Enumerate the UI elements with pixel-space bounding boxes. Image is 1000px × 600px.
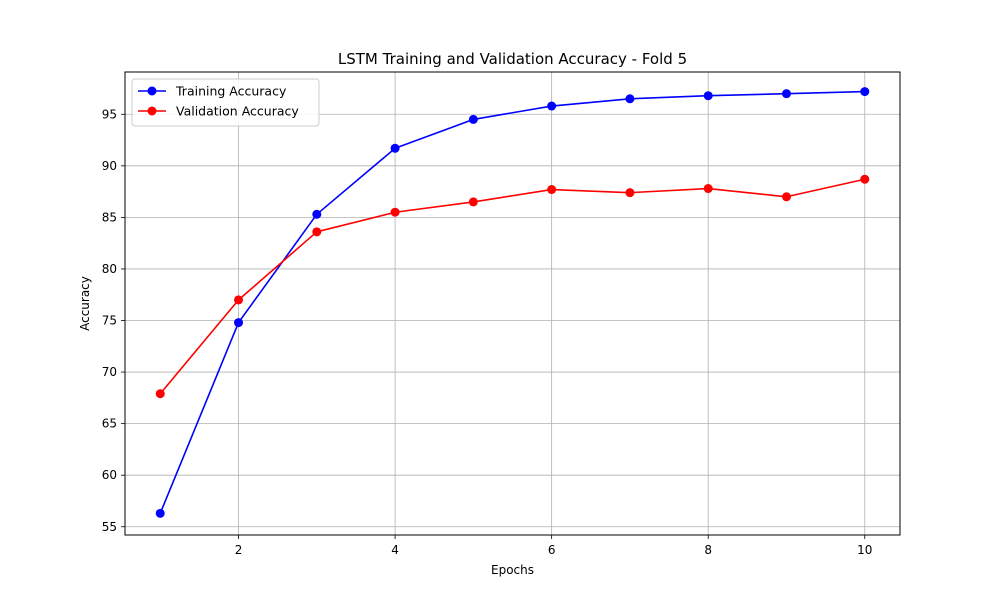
data-point-validation-accuracy — [781, 192, 791, 202]
data-point-validation-accuracy — [625, 188, 635, 198]
series-layer — [155, 87, 870, 518]
x-tick-label: 10 — [857, 543, 872, 557]
data-point-validation-accuracy — [860, 174, 870, 184]
y-axis-label: Accuracy — [78, 276, 92, 331]
y-tick-label: 85 — [102, 210, 117, 224]
data-point-training-accuracy — [155, 508, 165, 518]
data-point-validation-accuracy — [234, 295, 244, 305]
x-axis-label: Epochs — [491, 563, 534, 577]
data-point-training-accuracy — [547, 101, 557, 111]
data-point-training-accuracy — [234, 318, 244, 328]
legend: Training Accuracy Validation Accuracy — [131, 78, 320, 127]
y-tick-label: 55 — [102, 520, 117, 534]
y-tick-label: 90 — [102, 159, 117, 173]
data-point-training-accuracy — [860, 87, 870, 97]
ticks-layer: 2 4 6 8 10 55 60 65 70 75 80 85 90 95 — [102, 107, 873, 557]
grid-layer — [125, 72, 900, 535]
x-tick-label: 6 — [548, 543, 556, 557]
y-tick-label: 75 — [102, 314, 117, 328]
data-point-training-accuracy — [703, 91, 713, 101]
data-point-validation-accuracy — [390, 207, 400, 217]
y-tick-label: 65 — [102, 417, 117, 431]
data-point-validation-accuracy — [155, 389, 165, 399]
chart-title: LSTM Training and Validation Accuracy - … — [338, 50, 687, 68]
series-line-training-accuracy — [159, 90, 865, 514]
data-point-training-accuracy — [390, 143, 400, 153]
legend-label-training: Training Accuracy — [175, 84, 287, 99]
data-point-validation-accuracy — [547, 185, 557, 195]
data-point-training-accuracy — [468, 114, 478, 124]
x-tick-label: 2 — [235, 543, 243, 557]
data-point-training-accuracy — [312, 209, 322, 219]
y-tick-label: 95 — [102, 107, 117, 121]
legend-marker-validation — [147, 106, 157, 116]
y-tick-label: 80 — [102, 262, 117, 276]
y-tick-label: 60 — [102, 468, 117, 482]
data-point-validation-accuracy — [312, 227, 322, 237]
series-line-validation-accuracy — [159, 178, 865, 395]
data-point-training-accuracy — [781, 89, 791, 99]
legend-frame — [131, 78, 320, 127]
y-tick-label: 70 — [102, 365, 117, 379]
data-point-validation-accuracy — [703, 184, 713, 194]
data-point-validation-accuracy — [468, 197, 478, 207]
x-tick-label: 4 — [391, 543, 399, 557]
legend-marker-training — [147, 86, 157, 96]
x-tick-label: 8 — [704, 543, 712, 557]
legend-label-validation: Validation Accuracy — [176, 104, 299, 119]
data-point-training-accuracy — [625, 94, 635, 104]
plot-area-frame — [124, 71, 901, 536]
